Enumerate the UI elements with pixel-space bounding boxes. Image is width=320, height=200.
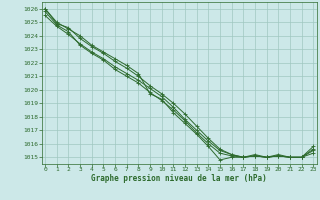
X-axis label: Graphe pression niveau de la mer (hPa): Graphe pression niveau de la mer (hPa) [91,174,267,183]
